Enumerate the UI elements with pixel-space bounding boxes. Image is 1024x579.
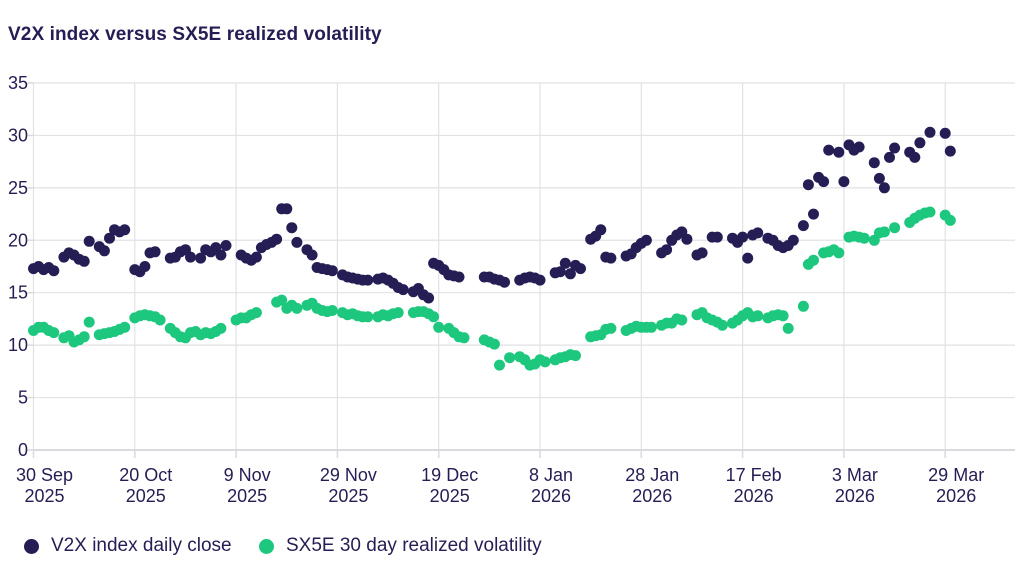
- svg-text:25: 25: [8, 178, 28, 198]
- v2x-series-dot-icon: [24, 538, 39, 554]
- svg-text:20: 20: [8, 230, 28, 250]
- legend-item-v2x: V2X index daily close: [24, 533, 232, 559]
- svg-text:30: 30: [8, 125, 28, 145]
- legend: V2X index daily close SX5E 30 day realiz…: [0, 533, 1024, 559]
- sx5e-series-dot-icon: [259, 538, 274, 554]
- sx5e-legend-label: SX5E 30 day realized volatility: [286, 535, 542, 556]
- chart-title: V2X index versus SX5E realized volatilit…: [8, 24, 382, 45]
- svg-text:0: 0: [18, 440, 28, 460]
- svg-text:10: 10: [8, 335, 28, 355]
- svg-text:5: 5: [18, 388, 28, 408]
- legend-item-sx5e: SX5E 30 day realized volatility: [259, 533, 542, 559]
- v2x-legend-label: V2X index daily close: [51, 535, 232, 556]
- svg-text:15: 15: [8, 283, 28, 303]
- svg-text:35: 35: [8, 73, 28, 93]
